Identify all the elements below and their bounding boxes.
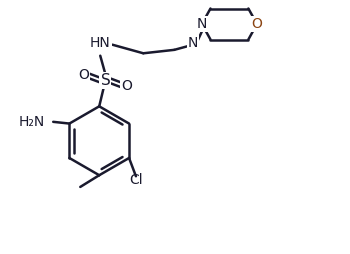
Text: O: O [121, 79, 132, 93]
Text: Cl: Cl [129, 173, 143, 187]
Text: O: O [252, 17, 262, 31]
Text: H₂N: H₂N [19, 115, 45, 129]
Text: N: N [197, 17, 207, 31]
Text: N: N [188, 36, 198, 50]
Text: HN: HN [90, 36, 111, 50]
Text: S: S [100, 73, 110, 88]
Text: O: O [79, 68, 90, 82]
